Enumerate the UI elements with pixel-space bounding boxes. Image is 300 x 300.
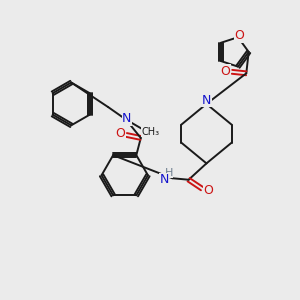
- Text: O: O: [220, 65, 230, 78]
- Text: CH₃: CH₃: [142, 127, 160, 137]
- Text: O: O: [115, 127, 125, 140]
- Text: H: H: [164, 168, 173, 178]
- Text: N: N: [202, 94, 211, 107]
- Text: O: O: [235, 29, 244, 42]
- Text: N: N: [122, 112, 131, 125]
- Text: N: N: [159, 173, 169, 186]
- Text: O: O: [204, 184, 214, 196]
